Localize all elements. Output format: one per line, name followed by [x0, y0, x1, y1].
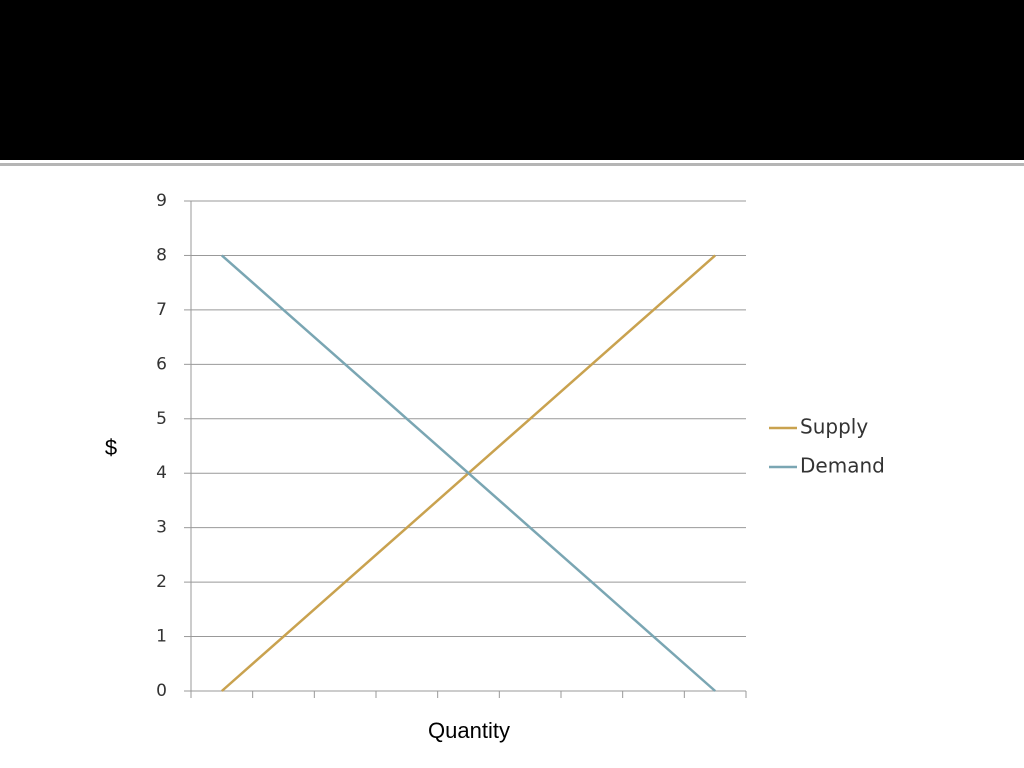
y-tick-label: 1	[156, 627, 167, 647]
y-axis-title: $	[105, 435, 117, 460]
y-tick-label: 2	[156, 572, 167, 592]
x-axis-title: Quantity	[428, 718, 510, 743]
y-tick-label: 4	[156, 463, 167, 483]
y-tick-label: 0	[156, 681, 167, 701]
legend-label: Demand	[800, 454, 885, 478]
y-tick-label: 7	[156, 300, 167, 320]
header-rule	[0, 163, 1024, 166]
series-line	[221, 254, 716, 692]
legend-label: Supply	[800, 415, 868, 439]
y-tick-label: 8	[156, 245, 167, 265]
y-tick-label: 9	[156, 191, 167, 211]
y-tick-label: 6	[156, 354, 167, 374]
y-tick-label: 3	[156, 518, 167, 538]
header-band	[0, 0, 1024, 160]
y-tick-label: 5	[156, 409, 167, 429]
